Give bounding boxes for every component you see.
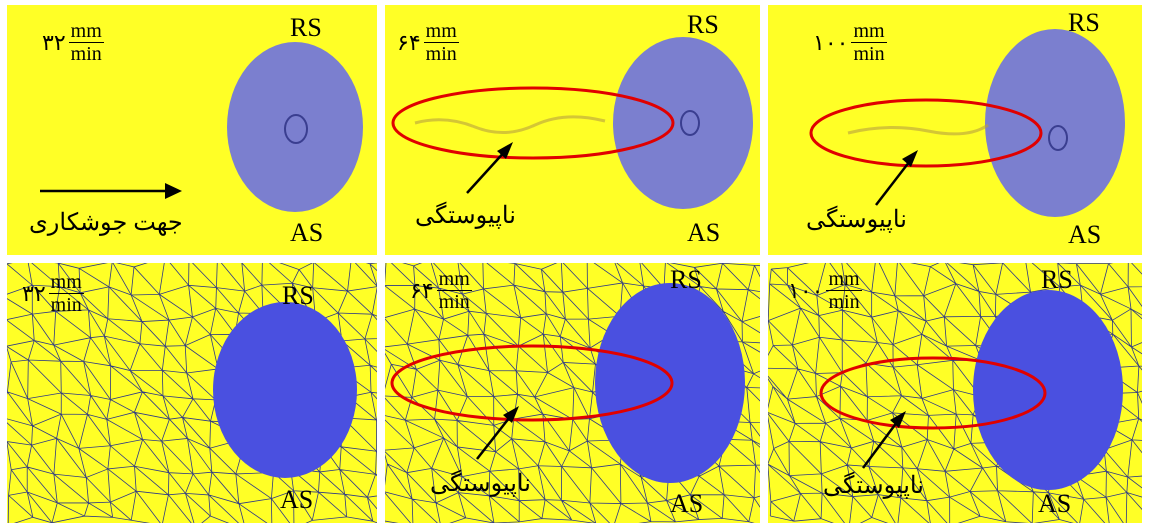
rs-label: RS — [687, 10, 719, 39]
tool-workpiece-disc — [985, 29, 1125, 217]
as-label: AS — [290, 218, 324, 247]
speed-label: ۳۲ mm min — [22, 271, 84, 316]
rs-label: RS — [282, 281, 314, 310]
unit-fraction: mm min — [851, 20, 887, 65]
tool-workpiece-disc — [213, 302, 357, 478]
as-label: AS — [1068, 220, 1102, 249]
rs-label: RS — [1041, 265, 1073, 294]
panel-graphic — [391, 37, 753, 209]
defect-arrow-head — [890, 411, 906, 428]
unit-fraction: mm min — [68, 20, 104, 65]
defect-arrow — [861, 417, 902, 469]
defect-arrow — [476, 412, 514, 460]
speed-label: ۶۴ mm min — [397, 20, 459, 65]
panel-graphic — [40, 42, 363, 212]
defect-label: ناپیوستگی — [415, 203, 516, 229]
defect-ellipse — [390, 344, 674, 422]
defect-trace — [847, 123, 989, 136]
tool-workpiece-disc — [613, 37, 753, 209]
panel-bottom-left: ۳۲ mm min RS AS — [7, 263, 377, 523]
defect-label: ناپیوستگی — [823, 473, 924, 499]
tool-workpiece-disc — [227, 42, 363, 212]
unit-fraction: mm min — [436, 268, 472, 313]
unit-fraction: mm min — [826, 268, 862, 313]
defect-trace — [414, 115, 606, 134]
defect-arrow — [466, 148, 508, 194]
defect-ellipse — [809, 98, 1043, 168]
speed-label: ۶۴ mm min — [410, 268, 472, 313]
speed-value: ۱۰۰ — [788, 277, 824, 303]
panel-graphic — [809, 29, 1125, 217]
as-label: AS — [280, 485, 314, 514]
speed-label: ۱۰۰ mm min — [813, 20, 887, 65]
defect-arrow-head — [902, 150, 918, 167]
speed-value: ۶۴ — [410, 277, 434, 303]
defect-arrow-head — [503, 406, 519, 423]
rs-label: RS — [1068, 8, 1100, 37]
tool-workpiece-disc — [595, 283, 745, 483]
as-label: AS — [670, 489, 704, 518]
mesh-graphic — [385, 263, 760, 523]
panel-top-right: ۱۰۰ mm min RS AS ناپیوستگی — [768, 5, 1142, 255]
defect-label: ناپیوستگی — [430, 471, 531, 497]
as-label: AS — [1038, 489, 1072, 518]
rs-label: RS — [670, 265, 702, 294]
as-label: AS — [687, 218, 721, 247]
unit-fraction: mm min — [423, 20, 459, 65]
panel-bottom-right: ۱۰۰ mm min RS AS ناپیوستگی — [768, 263, 1142, 523]
mesh-graphic — [768, 263, 1142, 523]
speed-value: ۳۲ — [22, 280, 46, 306]
mesh-graphic — [7, 263, 377, 523]
panel-top-middle: ۶۴ mm min RS AS ناپیوستگی — [385, 5, 760, 255]
unit-fraction: mm min — [48, 271, 84, 316]
speed-value: ۱۰۰ — [813, 29, 849, 55]
rs-label: RS — [290, 13, 322, 42]
defect-arrow — [875, 156, 914, 206]
panel-top-left: ۳۲ mm min RS AS جهت جوشکاری — [7, 5, 377, 255]
defect-ellipse — [391, 86, 675, 160]
speed-label: ۱۰۰ mm min — [788, 268, 862, 313]
panel-bottom-middle: ۶۴ mm min RS AS ناپیوستگی — [385, 263, 760, 523]
pin-hole — [284, 114, 308, 144]
welding-direction-label: جهت جوشکاری — [29, 210, 183, 236]
speed-label: ۳۲ mm min — [42, 20, 104, 65]
defect-ellipse — [819, 356, 1047, 430]
direction-arrow-head — [165, 183, 182, 199]
tool-workpiece-disc — [973, 290, 1123, 490]
pin-hole — [1048, 125, 1068, 151]
defect-label: ناپیوستگی — [806, 207, 907, 233]
pin-hole — [680, 110, 700, 136]
speed-value: ۳۲ — [42, 29, 66, 55]
defect-arrow-head — [497, 142, 513, 159]
speed-value: ۶۴ — [397, 29, 421, 55]
